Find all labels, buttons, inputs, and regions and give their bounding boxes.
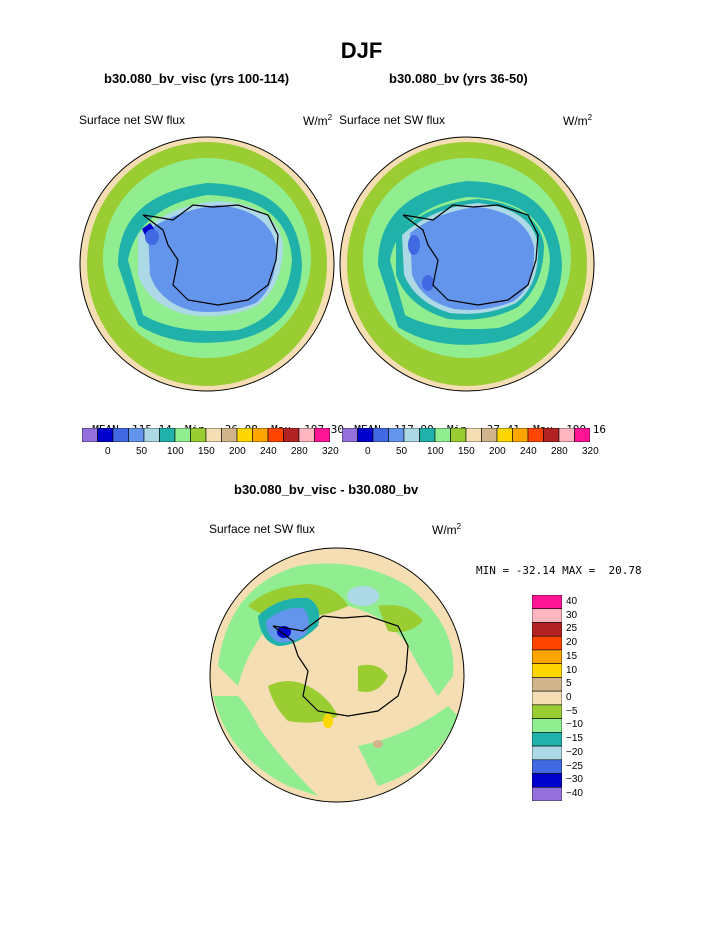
- diff-colorbar-tick-label: 5: [566, 678, 572, 690]
- panel2-colorbar-tick-label: 200: [489, 446, 506, 457]
- panel1-colorbar-swatch: [283, 428, 300, 442]
- panel1-variable-label: Surface net SW flux: [79, 113, 186, 127]
- panel2-variable-label: Surface net SW flux: [339, 113, 446, 127]
- panel2-colorbar-tick-label: 240: [520, 446, 537, 457]
- panel1-colorbar-swatch: [221, 428, 238, 442]
- diff-colorbar-swatch: [532, 773, 562, 788]
- panel1-colorbar-swatch: [298, 428, 315, 442]
- diff-title: b30.080_bv_visc - b30.080_bv: [234, 482, 419, 497]
- panel1-colorbar-tick-label: 0: [105, 446, 111, 457]
- diff-colorbar-swatch: [532, 663, 562, 678]
- diff-colorbar: [532, 595, 562, 801]
- panel2-colorbar-swatch: [342, 428, 358, 442]
- diff-colorbar-swatch: [532, 635, 562, 651]
- panel1-colorbar-tick-label: 200: [229, 446, 246, 457]
- diff-colorbar-swatch: [532, 649, 562, 664]
- diff-colorbar-tick-label: 20: [566, 637, 578, 649]
- diff-minmax-stats: MIN = -32.14 MAX = 20.78: [476, 564, 642, 577]
- diff-colorbar-swatch: [532, 732, 562, 747]
- panel1-polar-map: [79, 136, 335, 392]
- diff-variable-label: Surface net SW flux: [209, 522, 316, 536]
- diff-colorbar-tick-label: −20: [566, 746, 583, 758]
- diff-colorbar-tick-label: 30: [566, 609, 578, 621]
- panel2-colorbar-swatch: [372, 428, 389, 442]
- panel1-colorbar-swatch: [314, 428, 330, 442]
- diff-colorbar-swatch: [532, 608, 562, 623]
- diff-colorbar-swatch: [532, 595, 562, 610]
- panel1-colorbar-swatch: [143, 428, 160, 442]
- panel2-colorbar-swatch: [388, 428, 405, 442]
- panel2-run-title: b30.080_bv (yrs 36-50): [389, 71, 528, 86]
- diff-colorbar-labels: 40 30 25 20 15 10 5 0 −5 −10 −15 −20 −25 −30 −40: [566, 595, 616, 801]
- panel2-colorbar-swatch: [496, 428, 513, 442]
- panel1-colorbar: [82, 428, 330, 442]
- panel1-colorbar-swatch: [82, 428, 98, 442]
- panel2-colorbar-swatch: [419, 428, 436, 442]
- panel2-polar-map: [339, 136, 595, 392]
- panel1-colorbar-swatch: [128, 428, 145, 442]
- panel1-colorbar-swatch: [205, 428, 222, 442]
- panel1-colorbar-tick-label: 240: [260, 446, 277, 457]
- panel2-colorbar-swatch: [403, 428, 420, 442]
- panel2-colorbar-tick-label: 150: [458, 446, 475, 457]
- panel1-colorbar-swatch: [236, 428, 253, 442]
- panel2-colorbar-tick-label: 0: [365, 446, 371, 457]
- panel2-units: W/m2: [563, 113, 593, 128]
- panel1-colorbar-tick-label: 320: [322, 446, 339, 457]
- diff-colorbar-tick-label: −30: [566, 774, 583, 786]
- diff-colorbar-tick-label: 0: [566, 692, 572, 703]
- diff-colorbar-swatch: [532, 690, 562, 706]
- panel1-colorbar-swatch: [112, 428, 129, 442]
- diff-colorbar-tick-label: −40: [566, 788, 583, 800]
- panel2-colorbar-swatch: [465, 428, 482, 442]
- diff-colorbar-tick-label: 15: [566, 650, 578, 662]
- panel1-colorbar-swatch: [252, 428, 269, 442]
- panel1-colorbar-swatch: [190, 428, 207, 442]
- panel1-units: W/m2: [303, 113, 333, 128]
- panel2-colorbar-swatch: [450, 428, 467, 442]
- diff-colorbar-tick-label: 40: [566, 595, 578, 607]
- panel2-colorbar-swatch: [481, 428, 498, 442]
- panel2-colorbar: [342, 428, 590, 442]
- panel1-colorbar-tick-label: 50: [136, 446, 148, 457]
- diff-units: W/m2: [432, 522, 462, 537]
- panel1-colorbar-swatch: [174, 428, 191, 442]
- page-title: DJF: [340, 38, 383, 63]
- diff-colorbar-tick-label: −25: [566, 760, 583, 772]
- panel2-colorbar-swatch: [512, 428, 529, 442]
- panel1-colorbar-tick-label: 280: [291, 446, 308, 457]
- panel1-colorbar-tick-label: 150: [198, 446, 215, 457]
- panel2-colorbar-swatch: [357, 428, 374, 442]
- diff-colorbar-swatch: [532, 759, 562, 774]
- panel1-run-title: b30.080_bv_visc (yrs 100-114): [104, 71, 290, 86]
- panel2-colorbar-tick-label: 50: [396, 446, 408, 457]
- diff-colorbar-swatch: [532, 677, 562, 692]
- panel2-colorbar-swatch: [527, 428, 544, 442]
- panel2-colorbar-labels: 0 50 100 150 200 240 280 320: [342, 446, 599, 460]
- diff-colorbar-tick-label: −10: [566, 719, 583, 731]
- panel2-colorbar-swatch: [434, 428, 451, 442]
- panel2-colorbar-tick-label: 100: [427, 446, 444, 457]
- diff-colorbar-swatch: [532, 704, 562, 719]
- diff-colorbar-swatch: [532, 718, 562, 733]
- panel2-colorbar-tick-label: 280: [551, 446, 568, 457]
- diff-colorbar-swatch: [532, 786, 562, 801]
- diff-colorbar-tick-label: 10: [566, 664, 578, 676]
- panel2-colorbar-tick-label: 320: [582, 446, 599, 457]
- panel1-colorbar-labels: 0 50 100 150 200 240 280 320: [82, 446, 339, 460]
- diff-colorbar-swatch: [532, 622, 562, 637]
- panel1-colorbar-swatch: [97, 428, 114, 442]
- diff-colorbar-tick-label: 25: [566, 623, 578, 635]
- diff-colorbar-tick-label: −5: [566, 705, 578, 717]
- panel1-colorbar-swatch: [159, 428, 176, 442]
- panel2-colorbar-swatch: [574, 428, 590, 442]
- panel2-colorbar-swatch: [543, 428, 560, 442]
- diff-polar-map: [209, 547, 465, 803]
- panel1-colorbar-tick-label: 100: [167, 446, 184, 457]
- diff-colorbar-swatch: [532, 745, 562, 761]
- diff-colorbar-tick-label: −15: [566, 733, 583, 745]
- panel1-colorbar-swatch: [267, 428, 284, 442]
- panel2-colorbar-swatch: [558, 428, 575, 442]
